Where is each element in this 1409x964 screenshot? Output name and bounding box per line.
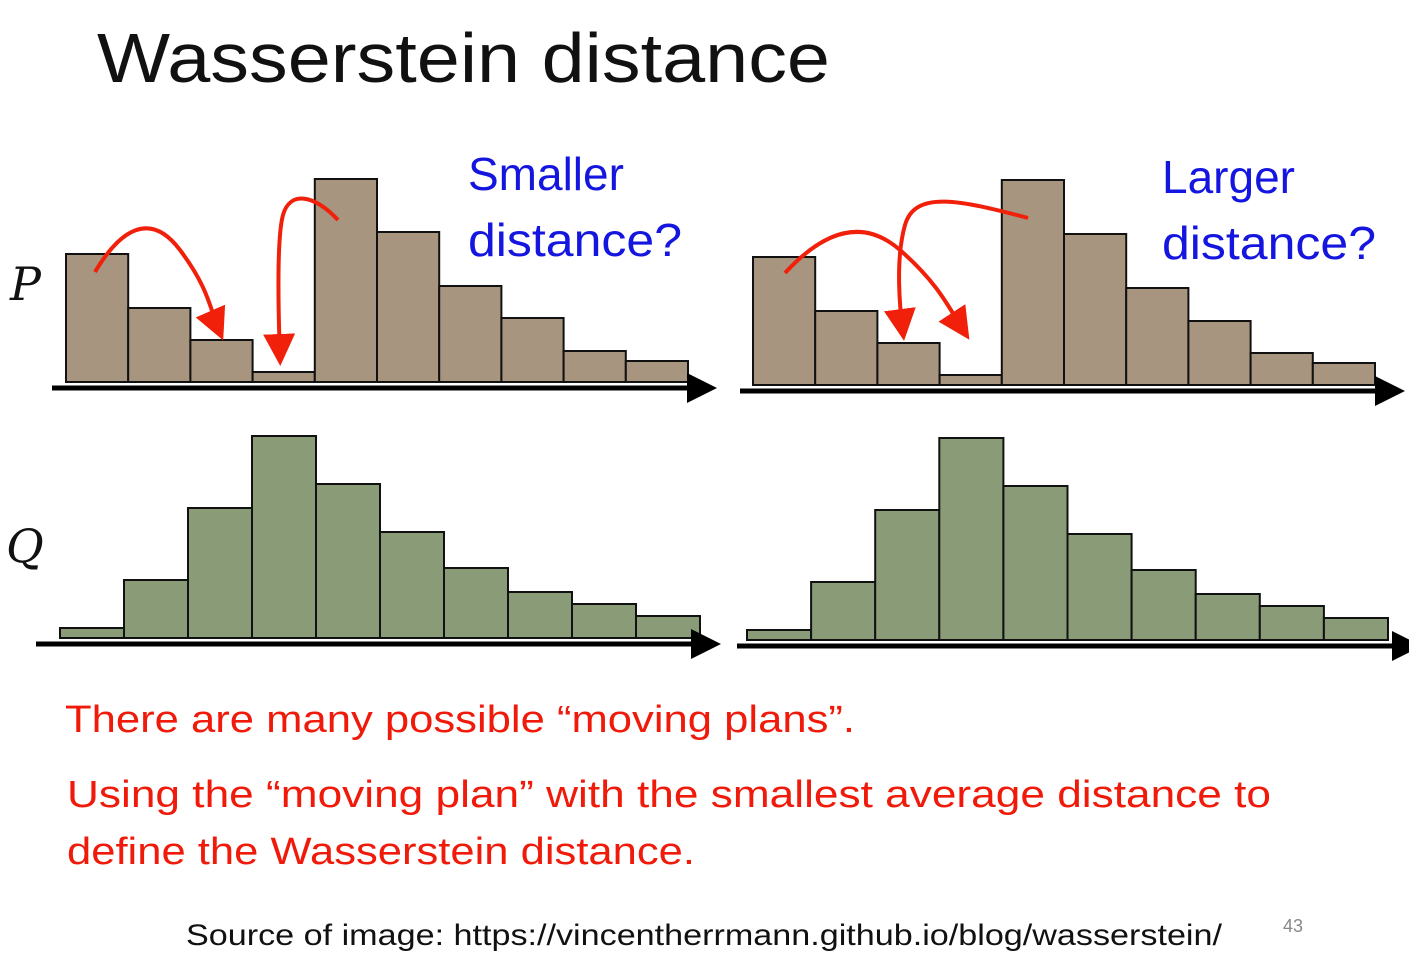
right-Q-bar-1 [746,629,813,641]
text-line-2: Using the “moving plan” with the smalles… [67,774,1271,816]
left-P-bar-3 [189,339,254,383]
right-P-bar-8 [1187,320,1252,386]
text-line-1: There are many possible “moving plans”. [65,699,855,741]
right-P-bar-5 [1000,179,1065,386]
left-P-bar-9 [562,350,627,383]
right-Q-bar-4 [938,437,1005,641]
right-P-histogram [740,179,1405,406]
left-Q-bar-5 [315,483,381,639]
left-P-histogram [52,178,717,403]
right-P-bar-3 [876,342,941,386]
slide-title: Wasserstein distance [97,19,830,97]
right-P-bar-7 [1125,287,1190,386]
left-P-bar-1 [65,253,130,383]
right-caption-line1: Larger [1162,151,1295,203]
label-p: P [9,257,42,311]
right-P-bar-6 [1063,233,1128,386]
right-Q-bar-3 [874,509,941,641]
right-Q-bar-10 [1322,617,1390,641]
right-Q-bar-9 [1258,605,1325,641]
right-Q-bar-6 [1066,533,1133,641]
left-caption-line2: distance? [468,214,682,266]
left-Q-bar-2 [123,579,189,639]
left-Q-histogram [36,435,721,659]
left-Q-bar-4 [251,435,317,639]
left-caption-line1: Smaller [468,148,624,200]
left-Q-bar-9 [571,603,637,639]
left-P-bar-2 [127,307,192,383]
arrow-right-2 [884,199,1029,341]
right-P-bar-1 [752,256,817,386]
left-P-bar-7 [438,285,503,383]
right-Q-histogram [737,437,1409,661]
left-P-bar-4 [251,371,316,383]
left-P-bar-6 [376,231,441,383]
source-citation: Source of image: https://vincentherrmann… [186,919,1223,952]
text-line-3: define the Wasserstein distance. [67,831,695,873]
right-Q-bar-5 [1002,485,1069,641]
left-Q-bar-10 [635,615,701,639]
right-Q-bar-7 [1130,569,1197,641]
right-P-bar-2 [814,310,879,386]
left-Q-bar-6 [379,531,445,639]
left-Q-bar-7 [443,567,509,639]
right-caption-line2: distance? [1162,217,1376,269]
histograms [36,178,1409,661]
left-P-bar-10 [624,360,689,383]
left-Q-bar-8 [507,591,573,639]
label-q: Q [6,519,44,573]
left-Q-bar-1 [59,627,125,639]
left-Q-bar-3 [187,507,253,639]
right-P-bar-10 [1311,362,1377,386]
right-Q-bar-2 [810,581,877,641]
right-Q-bar-8 [1194,593,1261,641]
right-P-bar-9 [1249,352,1314,386]
arrow-left-2 [263,196,340,366]
arrow-left-1 [93,226,226,341]
left-P-bar-8 [500,317,565,383]
page-number: 43 [1283,916,1303,936]
right-P-bar-4 [938,374,1003,386]
moving-plan-arrows [93,196,1029,366]
